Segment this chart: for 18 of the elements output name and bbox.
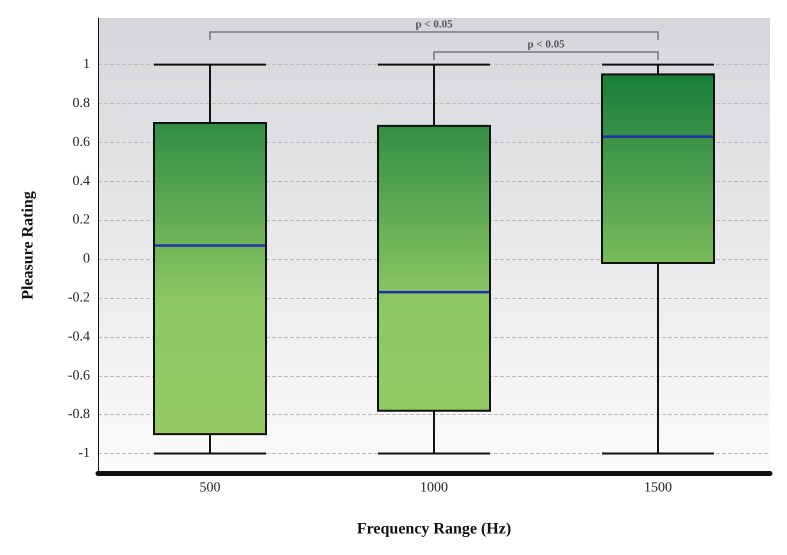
x-tick-label: 1500 (644, 480, 672, 496)
x-tick-label: 500 (200, 480, 220, 496)
y-axis-title: Pleasure Rating (20, 191, 36, 300)
y-tick-label: -0.6 (68, 368, 90, 384)
x-axis-title: Frequency Range (Hz) (356, 520, 512, 538)
y-tick-label: -1 (78, 446, 90, 462)
y-tick-label: -0.8 (68, 407, 90, 422)
y-tick-label: 0 (83, 252, 90, 267)
x-tick-label: 1000 (420, 480, 448, 496)
annotation: p < 0.05 (527, 38, 566, 50)
y-tick-label: -0.4 (68, 329, 90, 344)
y-tick-label: 0.8 (72, 96, 90, 112)
y-tick-label: -0.2 (68, 290, 90, 306)
y-tick-label: 0.2 (72, 212, 90, 228)
y-tick-label: 1 (83, 57, 90, 72)
y-tick-label: 0.6 (72, 134, 90, 150)
annotation: p < 0.05 (415, 18, 454, 30)
y-tick-label: 0.4 (72, 174, 90, 189)
